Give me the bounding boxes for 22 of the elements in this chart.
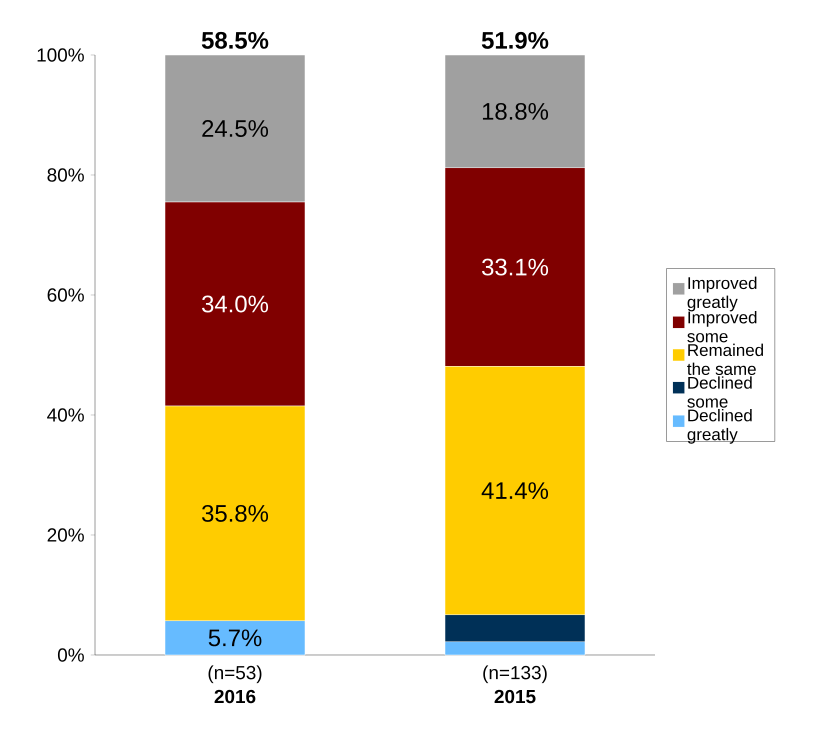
x-tick-label: (n=133) 2015 <box>483 665 547 704</box>
data-label: 34.0% <box>202 296 268 312</box>
legend-label: Remained the same <box>687 344 763 376</box>
y-tick-label: 60% <box>48 288 84 302</box>
legend-label: Declined some <box>687 376 752 408</box>
y-tick-label: 80% <box>48 168 84 182</box>
data-label: 33.1% <box>482 258 548 276</box>
y-tick-label: 40% <box>47 408 84 422</box>
legend-label: Improved greatly <box>688 276 756 312</box>
data-label: 18.8% <box>482 102 548 120</box>
y-tick-label: 0% <box>58 648 84 662</box>
legend-label: Improved some <box>687 311 756 342</box>
x-tick-label: (n=53) 2016 <box>208 665 262 704</box>
y-tick-label: 20% <box>48 528 84 542</box>
text: 51.9% <box>482 32 548 49</box>
data-label: 35.8% <box>202 504 268 522</box>
data-label: 41.4% <box>482 482 548 499</box>
data-label: 24.5% <box>202 120 268 137</box>
data-label: 5.7% <box>208 629 262 646</box>
y-tick-label: 100% <box>38 48 84 62</box>
text: 58.5% <box>202 32 268 49</box>
legend-label: Declined greatly <box>688 408 752 444</box>
